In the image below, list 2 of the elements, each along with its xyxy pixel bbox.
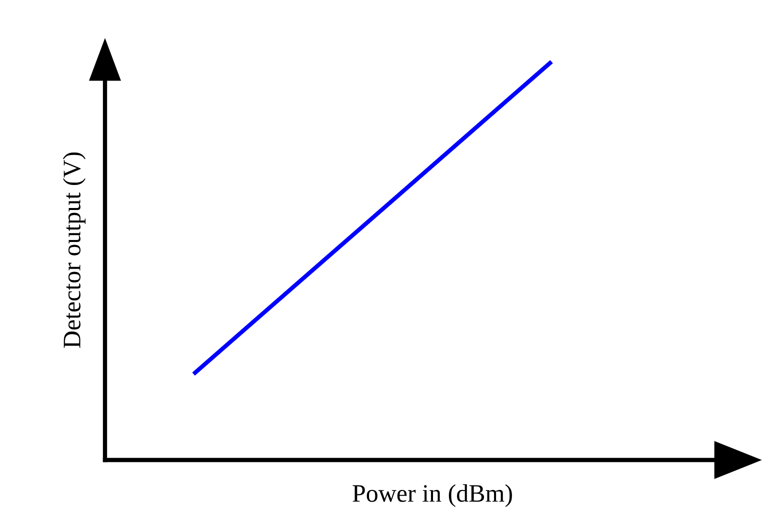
x-axis-title: Power in (dBm) <box>352 484 512 507</box>
y-axis-title: Detector output (V) <box>62 152 86 348</box>
